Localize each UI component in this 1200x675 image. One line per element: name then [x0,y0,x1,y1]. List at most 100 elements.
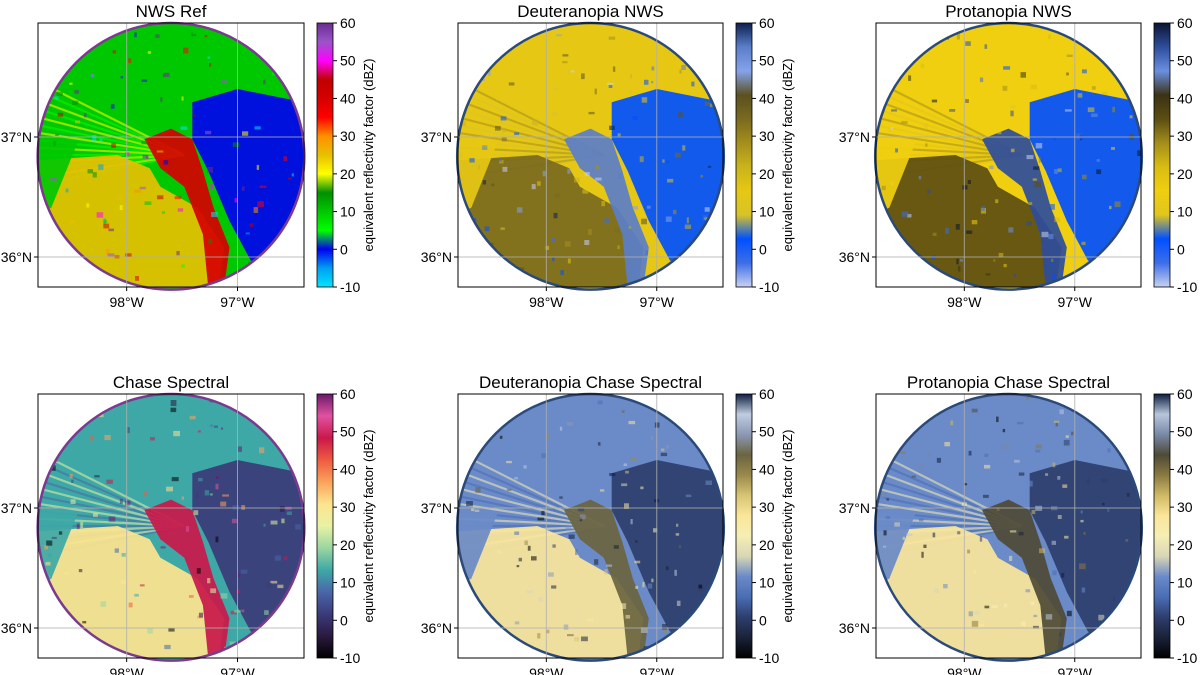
radar-cell [978,623,984,628]
x-tick-label: 97°W [640,294,675,310]
radar-cell [1059,409,1064,415]
radar-cell [46,540,53,546]
radar-cell [604,569,608,575]
radar-cell [562,61,568,64]
radar-cell [632,205,638,210]
radar-cell [1003,263,1007,268]
radar-cell [92,172,97,178]
radar-cell [675,533,680,536]
radar-cell [277,584,284,589]
radar-cell [160,97,163,102]
radar-cell [86,203,90,208]
radar-cell [928,452,932,456]
colorbar [1153,393,1171,659]
echo-region-south [38,526,225,658]
radar-cell [1009,555,1013,561]
y-tick-label: 37°N [1,500,32,516]
echo-region-south [876,155,1062,287]
echo-region-south [458,526,644,658]
radar-cell [1018,472,1025,476]
radar-ray [875,411,1023,527]
radar-ray [37,64,185,157]
x-tick-label: 98°W [109,294,144,310]
radar-ray [37,101,185,157]
radar-cell [1053,137,1057,141]
radar-cell [936,457,941,463]
radar-cell [1008,227,1014,233]
radar-cell [567,70,570,75]
colorbar-tick-label: 10 [340,204,356,220]
radar-cell [927,189,931,194]
radar-cell [532,119,539,126]
radar-cell [156,150,164,153]
radar-ray [875,76,1023,157]
radar-cell [241,505,246,510]
radar-cell [96,212,104,218]
radar-cell [989,165,994,170]
radar-cell [232,505,239,510]
colorbar-tick-label: 40 [759,90,775,106]
radar-cell [491,183,495,187]
radar-cell [58,531,63,535]
radar-cell [685,494,692,498]
radar-cell [1039,548,1046,554]
radar-cell [106,479,113,484]
colorbar-tick-label: -10 [340,279,360,295]
radar-panel: 98°W 97°W 37°N 36°N Deuteranopia Chase Spect… [421,373,795,675]
x-tick-label: 98°W [109,665,144,675]
echo-region-east [611,460,723,645]
radar-cell [1076,133,1083,140]
radar-cell [127,427,130,434]
radar-cell [623,463,628,467]
radar-cell [215,536,219,543]
radar-cell [1057,168,1062,173]
colorbar-tick-label: 50 [1177,53,1193,69]
radar-cell [207,166,213,173]
radar-cell [556,34,562,37]
radar-cell [906,533,913,536]
radar-cell [514,132,520,136]
radar-ray [875,485,1022,528]
radar-panel: 98°W 97°W 37°N 36°N Protanopia Chase Spectra… [839,373,1200,675]
radar-cell [1057,476,1061,480]
radar-cell [119,499,123,504]
radar-cell [612,66,616,72]
radar-cell [575,549,578,555]
x-tick-label: 98°W [947,294,982,310]
radar-cell [584,240,590,245]
radar-cell [573,637,580,642]
radar-cell [160,546,166,549]
radar-cell [55,133,59,137]
radar-ray [457,114,604,157]
radar-cell [998,411,1003,416]
radar-cell [966,230,973,234]
y-tick-label: 36°N [839,249,870,265]
radar-cell [1049,263,1055,266]
radar-cell [256,164,260,170]
radar-cell [1081,241,1086,246]
radar-cell [1054,217,1060,223]
radar-cell [257,201,264,208]
radar-cell [204,35,208,38]
radar-cell [606,564,613,567]
radar-cell [461,121,466,126]
colorbar-tick-label: 60 [759,386,775,402]
colorbar-tick-label: 10 [340,575,356,591]
radar-cell [125,500,131,506]
radar-cell [578,508,585,512]
radar-cell [82,621,87,624]
radar-cell [144,201,152,205]
radar-cell [971,620,979,627]
radar-cell [57,112,64,117]
radar-cell [674,569,677,576]
radar-cell [651,66,655,71]
radar-ray [457,411,605,527]
radar-cell [565,527,571,531]
axes-frame [37,22,305,288]
radar-cell [62,572,70,575]
radar-cell [537,517,545,521]
colorbar-tick-label: 20 [1177,537,1193,553]
radar-cell [956,33,960,40]
radar-cell [488,71,491,76]
radar-cell [125,152,130,156]
